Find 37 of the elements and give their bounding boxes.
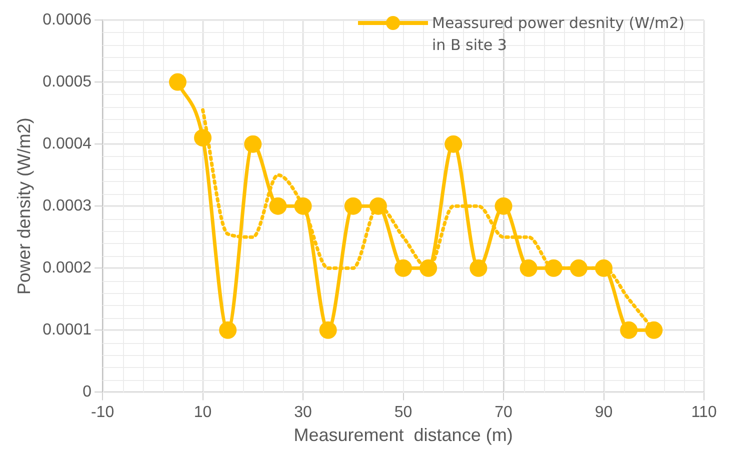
- point: [420, 259, 438, 277]
- x-tick-label: 10: [194, 404, 212, 422]
- y-tick-label: 0.0004: [42, 135, 92, 152]
- point: [244, 135, 262, 153]
- y-tick-label: 0.0002: [42, 260, 92, 277]
- x-tick-label: 110: [691, 404, 717, 422]
- point: [369, 197, 387, 215]
- point: [344, 197, 362, 215]
- point: [470, 259, 488, 277]
- point: [570, 259, 588, 277]
- point: [269, 197, 287, 215]
- x-tick-label: 90: [594, 404, 613, 422]
- point: [645, 321, 663, 339]
- y-tick-label: 0.0006: [42, 11, 92, 28]
- point: [520, 259, 538, 277]
- point: [620, 321, 638, 339]
- point: [494, 197, 512, 215]
- point: [319, 321, 337, 339]
- point: [168, 73, 186, 91]
- point: [294, 197, 312, 215]
- point: [595, 259, 613, 277]
- point: [194, 129, 212, 147]
- point: [544, 259, 562, 277]
- y-tick-label: 0.0001: [42, 322, 92, 339]
- x-tick-label: 70: [494, 404, 513, 422]
- x-tick-label: 30: [294, 404, 312, 422]
- point: [219, 321, 237, 339]
- point: [394, 259, 412, 277]
- y-tick-label: 0: [82, 384, 92, 401]
- point: [444, 135, 462, 153]
- y-axis-title: Power density (W/m2): [14, 118, 34, 295]
- y-tick-label: 0.0005: [42, 73, 92, 90]
- x-tick-label: 50: [394, 404, 412, 422]
- legend-label: Meassured power desnity (W/m2) in B site 3: [432, 13, 686, 56]
- y-tick-label: 0.0003: [42, 198, 92, 215]
- x-axis-title: Measurement distance (m): [294, 425, 513, 446]
- x-tick-label: -10: [90, 404, 114, 422]
